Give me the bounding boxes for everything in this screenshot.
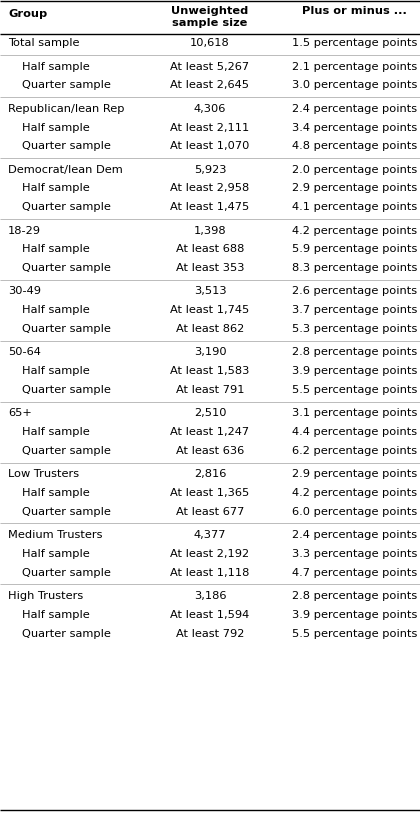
Text: At least 1,475: At least 1,475 [171,202,249,212]
Text: 3.9 percentage points: 3.9 percentage points [292,366,417,376]
Text: Half sample: Half sample [22,366,90,376]
Text: Quarter sample: Quarter sample [22,446,111,456]
Text: Half sample: Half sample [22,549,90,559]
Text: At least 1,118: At least 1,118 [171,568,249,578]
Text: 2.8 percentage points: 2.8 percentage points [292,348,417,357]
Text: Medium Trusters: Medium Trusters [8,530,102,540]
Text: 3.0 percentage points: 3.0 percentage points [292,81,417,91]
Text: 50-64: 50-64 [8,348,41,357]
Text: 8.3 percentage points: 8.3 percentage points [292,264,417,273]
Text: At least 688: At least 688 [176,245,244,255]
Text: Democrat/lean Dem: Democrat/lean Dem [8,165,123,175]
Text: 6.2 percentage points: 6.2 percentage points [292,446,417,456]
Text: At least 353: At least 353 [176,264,244,273]
Text: At least 677: At least 677 [176,507,244,517]
Text: 3,513: 3,513 [194,286,226,296]
Text: 2.0 percentage points: 2.0 percentage points [292,165,417,175]
Text: 2.1 percentage points: 2.1 percentage points [292,62,417,72]
Text: 2.6 percentage points: 2.6 percentage points [292,286,417,296]
Text: Quarter sample: Quarter sample [22,264,111,273]
Text: 2.9 percentage points: 2.9 percentage points [292,469,417,479]
Text: 1.5 percentage points: 1.5 percentage points [292,38,417,48]
Text: At least 5,267: At least 5,267 [171,62,249,72]
Text: Half sample: Half sample [22,610,90,620]
Text: 4,306: 4,306 [194,104,226,113]
Text: 4.4 percentage points: 4.4 percentage points [292,427,417,437]
Text: 6.0 percentage points: 6.0 percentage points [292,507,417,517]
Text: Total sample: Total sample [8,38,79,48]
Text: 2,510: 2,510 [194,408,226,419]
Text: 4.2 percentage points: 4.2 percentage points [292,225,417,236]
Text: Plus or minus ...: Plus or minus ... [302,6,407,16]
Text: 3.1 percentage points: 3.1 percentage points [292,408,417,419]
Text: At least 1,365: At least 1,365 [171,488,249,498]
Text: Half sample: Half sample [22,122,90,132]
Text: Half sample: Half sample [22,488,90,498]
Text: 3.4 percentage points: 3.4 percentage points [292,122,417,132]
Text: Quarter sample: Quarter sample [22,141,111,152]
Text: Half sample: Half sample [22,184,90,193]
Text: 2,816: 2,816 [194,469,226,479]
Text: At least 2,111: At least 2,111 [171,122,249,132]
Text: 1,398: 1,398 [194,225,226,236]
Text: 2.8 percentage points: 2.8 percentage points [292,591,417,601]
Text: 2.9 percentage points: 2.9 percentage points [292,184,417,193]
Text: 4,377: 4,377 [194,530,226,540]
Text: 4.7 percentage points: 4.7 percentage points [292,568,417,578]
Text: 30-49: 30-49 [8,286,41,296]
Text: Half sample: Half sample [22,305,90,315]
Text: 5.3 percentage points: 5.3 percentage points [292,324,417,334]
Text: 3,186: 3,186 [194,591,226,601]
Text: At least 1,594: At least 1,594 [171,610,249,620]
Text: Quarter sample: Quarter sample [22,507,111,517]
Text: 65+: 65+ [8,408,32,419]
Text: At least 636: At least 636 [176,446,244,456]
Text: At least 1,583: At least 1,583 [171,366,249,376]
Text: Half sample: Half sample [22,427,90,437]
Text: At least 2,645: At least 2,645 [171,81,249,91]
Text: 18-29: 18-29 [8,225,41,236]
Text: At least 1,070: At least 1,070 [171,141,249,152]
Text: 4.1 percentage points: 4.1 percentage points [292,202,417,212]
Text: Quarter sample: Quarter sample [22,568,111,578]
Text: Quarter sample: Quarter sample [22,324,111,334]
Text: Quarter sample: Quarter sample [22,385,111,395]
Text: At least 791: At least 791 [176,385,244,395]
Text: At least 1,745: At least 1,745 [171,305,249,315]
Text: Half sample: Half sample [22,62,90,72]
Text: At least 862: At least 862 [176,324,244,334]
Text: Unweighted
sample size: Unweighted sample size [171,6,249,28]
Text: 5.5 percentage points: 5.5 percentage points [292,628,417,639]
Text: 3,190: 3,190 [194,348,226,357]
Text: At least 792: At least 792 [176,628,244,639]
Text: Group: Group [8,9,47,19]
Text: 4.2 percentage points: 4.2 percentage points [292,488,417,498]
Text: At least 2,958: At least 2,958 [171,184,249,193]
Text: Half sample: Half sample [22,245,90,255]
Text: Quarter sample: Quarter sample [22,81,111,91]
Text: 4.8 percentage points: 4.8 percentage points [292,141,417,152]
Text: Quarter sample: Quarter sample [22,628,111,639]
Text: Republican/lean Rep: Republican/lean Rep [8,104,124,113]
Text: At least 1,247: At least 1,247 [171,427,249,437]
Text: High Trusters: High Trusters [8,591,83,601]
Text: At least 2,192: At least 2,192 [171,549,249,559]
Text: 5.5 percentage points: 5.5 percentage points [292,385,417,395]
Text: 3.3 percentage points: 3.3 percentage points [292,549,417,559]
Text: 3.7 percentage points: 3.7 percentage points [292,305,417,315]
Text: Quarter sample: Quarter sample [22,202,111,212]
Text: 10,618: 10,618 [190,38,230,48]
Text: 2.4 percentage points: 2.4 percentage points [292,530,417,540]
Text: Low Trusters: Low Trusters [8,469,79,479]
Text: 5.9 percentage points: 5.9 percentage points [292,245,417,255]
Text: 3.9 percentage points: 3.9 percentage points [292,610,417,620]
Text: 2.4 percentage points: 2.4 percentage points [292,104,417,113]
Text: 5,923: 5,923 [194,165,226,175]
